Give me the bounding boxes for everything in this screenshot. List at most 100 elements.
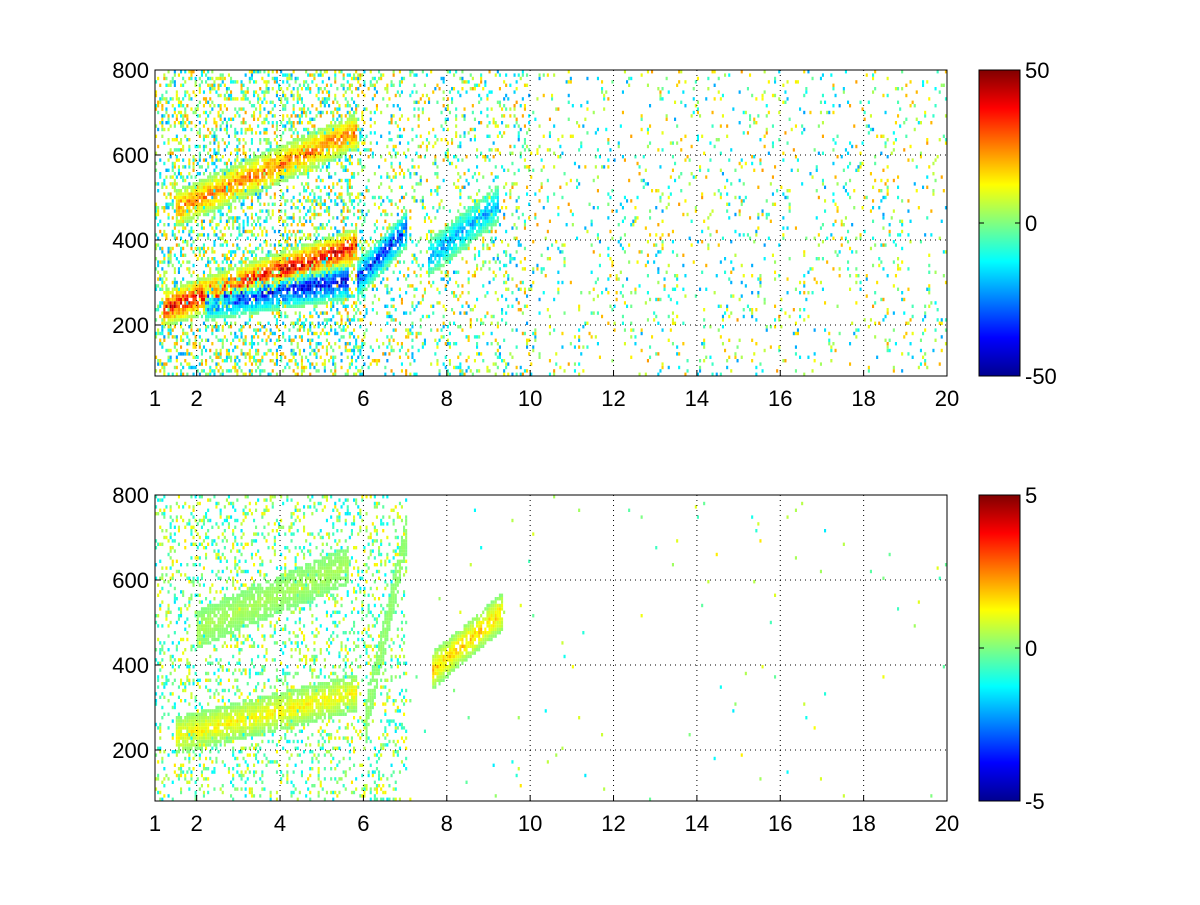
heatmap-cell bbox=[157, 331, 160, 336]
heatmap-cell bbox=[300, 107, 303, 111]
heatmap-cell bbox=[246, 127, 249, 132]
heatmap-cell bbox=[359, 284, 362, 288]
heatmap-cell bbox=[175, 297, 178, 302]
heatmap-cell bbox=[188, 212, 191, 217]
heatmap-cell bbox=[380, 280, 383, 285]
heatmap-cell bbox=[167, 301, 170, 305]
heatmap-cell bbox=[280, 280, 283, 285]
heatmap-cell bbox=[336, 144, 339, 149]
heatmap-cell bbox=[288, 267, 291, 271]
heatmap-cell bbox=[298, 151, 301, 155]
heatmap-cell bbox=[336, 151, 339, 155]
heatmap-cell bbox=[169, 155, 172, 159]
heatmap-cell bbox=[325, 151, 328, 155]
heatmap-cell bbox=[253, 294, 256, 298]
heatmap-cell bbox=[207, 127, 210, 132]
heatmap-cell bbox=[348, 342, 351, 346]
heatmap-cell bbox=[415, 287, 418, 291]
heatmap-cell bbox=[267, 250, 270, 254]
heatmap-cell bbox=[400, 195, 403, 200]
heatmap-cell bbox=[200, 338, 203, 342]
heatmap-cell bbox=[278, 172, 281, 176]
heatmap-cell bbox=[298, 314, 301, 319]
heatmap-cell bbox=[325, 331, 328, 336]
heatmap-cell bbox=[300, 114, 303, 118]
heatmap-cell bbox=[177, 110, 180, 115]
heatmap-cell bbox=[290, 223, 293, 227]
heatmap-cell bbox=[275, 124, 278, 128]
heatmap-cell bbox=[384, 87, 387, 91]
heatmap-cell bbox=[253, 260, 256, 264]
heatmap-cell bbox=[298, 270, 301, 274]
heatmap-cell bbox=[334, 73, 337, 77]
heatmap-cell bbox=[173, 284, 176, 288]
heatmap-cell bbox=[173, 308, 176, 312]
heatmap-cell bbox=[311, 297, 314, 302]
heatmap-cell bbox=[263, 226, 266, 230]
heatmap-cell bbox=[196, 161, 199, 166]
heatmap-cell bbox=[361, 294, 364, 298]
heatmap-cell bbox=[359, 131, 362, 135]
heatmap-cell bbox=[242, 277, 245, 281]
heatmap-cell bbox=[232, 314, 235, 319]
heatmap-cell bbox=[196, 301, 199, 305]
heatmap-cell bbox=[259, 141, 262, 145]
heatmap-cell bbox=[415, 151, 418, 155]
heatmap-cell bbox=[161, 331, 164, 336]
heatmap-cell bbox=[269, 284, 272, 288]
heatmap-cell bbox=[200, 352, 203, 356]
heatmap-cell bbox=[321, 90, 324, 94]
heatmap-cell bbox=[211, 308, 214, 312]
heatmap-cell bbox=[323, 100, 326, 104]
heatmap-cell bbox=[317, 161, 320, 166]
heatmap-cell bbox=[348, 348, 351, 353]
heatmap-cell bbox=[244, 335, 247, 339]
heatmap-cell bbox=[336, 287, 339, 291]
heatmap-cell bbox=[363, 216, 366, 220]
heatmap-cell bbox=[175, 359, 178, 363]
heatmap-cell bbox=[219, 277, 222, 281]
heatmap-cell bbox=[336, 284, 339, 288]
heatmap-cell bbox=[155, 90, 158, 94]
heatmap-cell bbox=[188, 182, 191, 186]
heatmap-cell bbox=[340, 233, 343, 237]
heatmap-cell bbox=[413, 114, 416, 118]
heatmap-cell bbox=[244, 308, 247, 312]
heatmap-cell bbox=[161, 318, 164, 322]
heatmap-cell bbox=[207, 189, 210, 193]
heatmap-cell bbox=[311, 362, 314, 366]
heatmap-cell bbox=[232, 192, 235, 196]
heatmap-cell bbox=[334, 243, 337, 247]
heatmap-cell bbox=[217, 277, 220, 281]
heatmap-cell bbox=[309, 165, 312, 169]
heatmap-cell bbox=[261, 355, 264, 359]
heatmap-cell bbox=[338, 158, 341, 162]
heatmap-cell bbox=[311, 250, 314, 254]
heatmap-cell bbox=[217, 223, 220, 227]
heatmap-cell bbox=[230, 277, 233, 281]
heatmap-cell bbox=[194, 342, 197, 346]
heatmap-cell bbox=[307, 158, 310, 162]
heatmap-cell bbox=[221, 80, 224, 84]
heatmap-cell bbox=[294, 127, 297, 132]
heatmap-cell bbox=[292, 93, 295, 98]
heatmap-cell bbox=[263, 168, 266, 172]
heatmap-cell bbox=[334, 107, 337, 111]
heatmap-cell bbox=[357, 158, 360, 162]
heatmap-cell bbox=[265, 138, 268, 142]
heatmap-cell bbox=[192, 168, 195, 172]
heatmap-cell bbox=[290, 161, 293, 166]
heatmap-cell bbox=[205, 73, 208, 77]
heatmap-cell bbox=[271, 161, 274, 166]
heatmap-cell bbox=[342, 148, 345, 152]
heatmap-cell bbox=[190, 185, 193, 189]
heatmap-cell bbox=[325, 240, 328, 244]
heatmap-cell bbox=[173, 335, 176, 339]
heatmap-cell bbox=[273, 182, 276, 186]
heatmap-cell bbox=[165, 284, 168, 288]
heatmap-cell bbox=[282, 304, 285, 308]
heatmap-cell bbox=[340, 270, 343, 274]
heatmap-cell bbox=[213, 280, 216, 285]
heatmap-cell bbox=[363, 80, 366, 84]
heatmap-cell bbox=[186, 138, 189, 142]
